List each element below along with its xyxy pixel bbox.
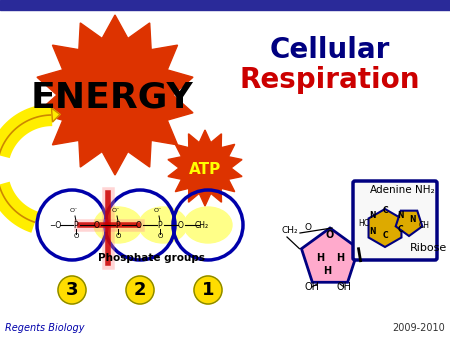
Text: O: O: [115, 233, 121, 239]
Text: O: O: [94, 220, 100, 230]
Text: O: O: [158, 233, 163, 239]
Bar: [0, 0, 450, 10]
Text: N: N: [369, 211, 375, 220]
Polygon shape: [37, 15, 193, 175]
Text: O: O: [326, 230, 334, 240]
Text: N: N: [369, 227, 375, 236]
Circle shape: [58, 276, 86, 304]
Text: H: H: [323, 266, 331, 276]
Text: ENERGY: ENERGY: [31, 80, 194, 114]
FancyBboxPatch shape: [353, 181, 437, 260]
Text: O⁻: O⁻: [112, 208, 120, 213]
Text: O: O: [305, 223, 311, 232]
Text: 3: 3: [66, 281, 78, 299]
Text: 2009-2010: 2009-2010: [392, 323, 445, 333]
Text: O: O: [73, 233, 79, 239]
Circle shape: [126, 276, 154, 304]
Text: C: C: [397, 225, 403, 234]
Text: 1: 1: [202, 281, 214, 299]
Text: N: N: [409, 215, 415, 224]
Ellipse shape: [139, 207, 187, 243]
Text: O⁻: O⁻: [70, 208, 78, 213]
Text: CH₂: CH₂: [195, 220, 209, 230]
Text: Adenine: Adenine: [370, 185, 413, 195]
Text: CH₂: CH₂: [282, 226, 298, 235]
Text: Phosphate groups: Phosphate groups: [99, 253, 206, 263]
Text: O: O: [136, 220, 142, 230]
Text: HC: HC: [359, 219, 369, 228]
Text: H: H: [336, 253, 344, 263]
Text: ATP: ATP: [189, 162, 221, 176]
Text: N: N: [397, 211, 403, 220]
Text: Ribose: Ribose: [410, 243, 447, 253]
Ellipse shape: [184, 207, 232, 243]
Text: C: C: [382, 231, 388, 240]
Text: H: H: [316, 253, 324, 263]
Text: Respiration: Respiration: [240, 66, 420, 94]
Polygon shape: [369, 209, 401, 247]
Text: CH: CH: [418, 221, 429, 230]
Polygon shape: [396, 211, 422, 236]
Text: O: O: [178, 220, 184, 230]
Polygon shape: [168, 130, 242, 206]
Text: O⁻: O⁻: [154, 208, 162, 213]
Text: OH: OH: [305, 282, 320, 292]
Polygon shape: [302, 228, 359, 282]
Text: −O: −O: [49, 220, 61, 230]
Text: OH: OH: [337, 282, 351, 292]
Text: P: P: [158, 220, 162, 230]
Text: NH₂: NH₂: [415, 185, 435, 195]
Text: Regents Biology: Regents Biology: [5, 323, 85, 333]
Ellipse shape: [94, 207, 142, 243]
Text: C: C: [382, 206, 388, 215]
Text: P: P: [74, 220, 78, 230]
Text: 2: 2: [134, 281, 146, 299]
Text: P: P: [116, 220, 120, 230]
Circle shape: [194, 276, 222, 304]
Text: Cellular: Cellular: [270, 36, 390, 64]
Polygon shape: [51, 108, 60, 122]
